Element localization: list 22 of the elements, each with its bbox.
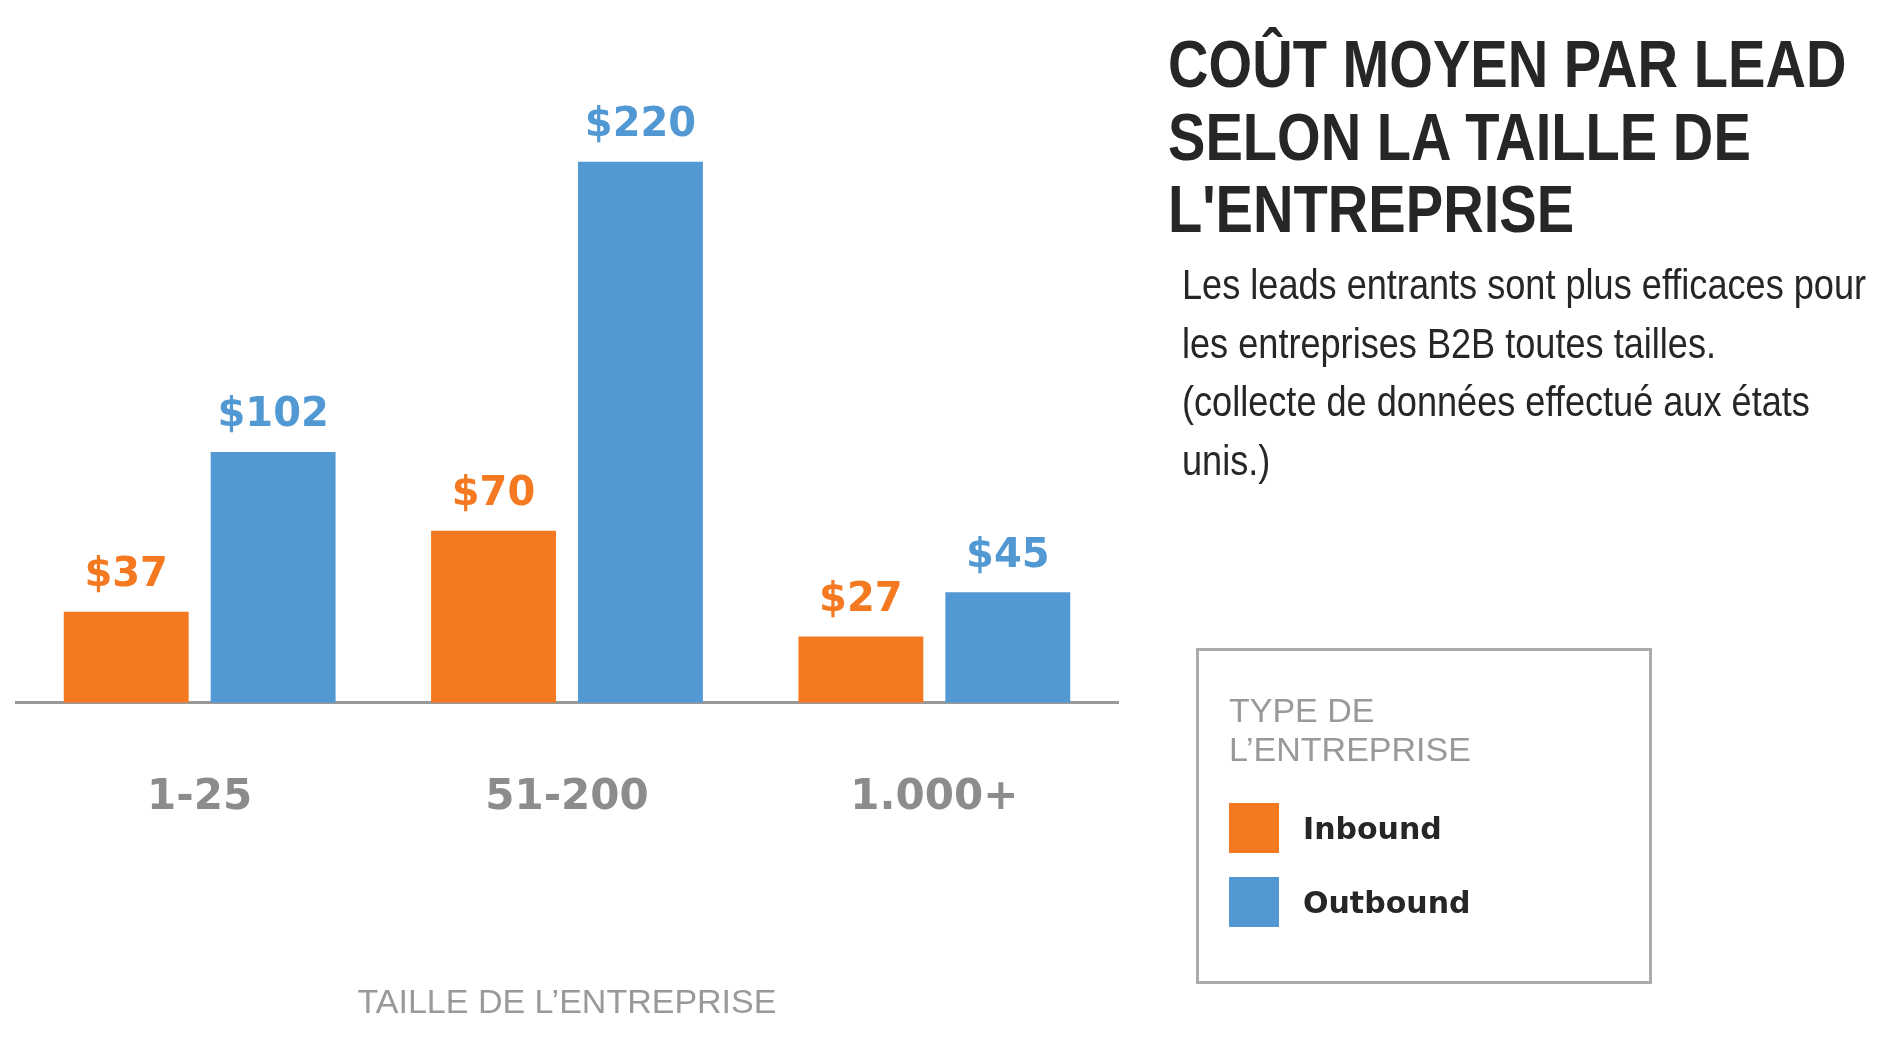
x-tick-label: 1-25 xyxy=(147,769,253,819)
data-label: $27 xyxy=(819,573,903,620)
bar xyxy=(798,636,924,703)
legend-title: TYPE DE L’ENTREPRISE xyxy=(1229,691,1472,769)
bar xyxy=(578,161,703,703)
text: COÛT MOYEN PAR LEAD SELON LA TAILLE DE L'ENTREPRISE xyxy=(1168,27,1848,247)
text: (collecte de données effectué aux états unis.) xyxy=(1182,377,1811,487)
legend-label: Outbound xyxy=(1302,883,1472,922)
bar xyxy=(431,530,556,703)
legend-label: Inbound xyxy=(1302,809,1443,848)
x-tick-label: 51-200 xyxy=(485,769,649,819)
data-label: $220 xyxy=(584,99,697,146)
x-tick-label: 1.000+ xyxy=(850,769,1019,819)
bar xyxy=(210,451,336,703)
data-label: $45 xyxy=(966,529,1050,576)
text: Les leads entrants sont plus efficaces pour les entreprises B2B toutes tailles. xyxy=(1182,259,1867,369)
data-label: $70 xyxy=(451,468,536,515)
x-axis-title: TAILLE DE L’ENTREPRISE xyxy=(357,981,777,1020)
data-label: $102 xyxy=(217,389,329,436)
data-label: $37 xyxy=(84,549,168,596)
bar xyxy=(63,611,189,703)
bar xyxy=(945,592,1071,703)
